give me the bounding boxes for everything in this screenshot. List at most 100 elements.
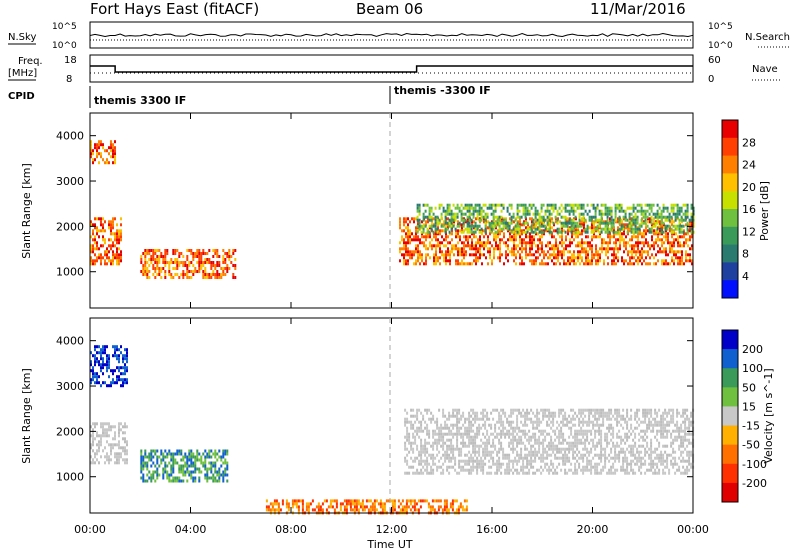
range-cell bbox=[190, 476, 193, 480]
range-cell bbox=[630, 462, 633, 466]
range-cell bbox=[683, 235, 685, 239]
range-cell bbox=[94, 348, 96, 352]
range-cell bbox=[644, 203, 647, 207]
range-cell bbox=[458, 432, 461, 436]
range-cell bbox=[492, 203, 495, 207]
range-cell bbox=[214, 467, 217, 471]
range-cell bbox=[643, 232, 645, 236]
range-cell bbox=[659, 220, 661, 224]
range-cell bbox=[456, 420, 459, 424]
range-cell bbox=[452, 426, 455, 430]
range-cell bbox=[406, 435, 409, 439]
range-cell bbox=[146, 479, 149, 483]
range-cell bbox=[405, 259, 407, 263]
range-cell bbox=[590, 462, 593, 466]
range-cell bbox=[564, 450, 567, 454]
range-cell bbox=[224, 461, 227, 465]
range-cell bbox=[196, 452, 199, 456]
range-cell bbox=[124, 366, 126, 370]
range-cell bbox=[657, 250, 659, 254]
range-cell bbox=[529, 217, 531, 221]
range-cell bbox=[497, 247, 499, 251]
range-cell bbox=[474, 203, 477, 207]
range-cell bbox=[106, 354, 108, 358]
range-cell bbox=[629, 226, 631, 230]
range-cell bbox=[534, 209, 537, 213]
range-cell bbox=[98, 235, 100, 239]
range-cell bbox=[548, 215, 551, 219]
range-cell bbox=[198, 467, 201, 471]
range-cell bbox=[614, 215, 617, 219]
range-cell bbox=[463, 244, 465, 248]
range-cell bbox=[94, 455, 96, 459]
range-cell bbox=[90, 223, 92, 227]
range-cell bbox=[464, 203, 467, 207]
range-cell bbox=[674, 450, 677, 454]
range-cell bbox=[575, 262, 577, 266]
range-cell bbox=[446, 450, 449, 454]
range-cell bbox=[506, 468, 509, 472]
range-cell bbox=[532, 450, 535, 454]
range-cell bbox=[110, 146, 112, 150]
range-cell bbox=[594, 414, 597, 418]
range-cell bbox=[649, 217, 651, 221]
range-cell bbox=[652, 459, 655, 463]
range-cell bbox=[568, 414, 571, 418]
range-cell bbox=[524, 212, 527, 216]
range-cell bbox=[579, 244, 581, 248]
range-cell bbox=[482, 447, 485, 451]
range-cell bbox=[537, 244, 539, 248]
range-cell bbox=[530, 206, 533, 210]
range-cell bbox=[494, 447, 497, 451]
range-cell bbox=[100, 253, 102, 257]
range-cell bbox=[170, 452, 173, 456]
range-cell bbox=[563, 259, 565, 263]
range-cell bbox=[652, 465, 655, 469]
range-cell bbox=[96, 449, 98, 453]
range-cell bbox=[144, 449, 147, 453]
range-cell bbox=[593, 235, 595, 239]
range-cell bbox=[118, 452, 120, 456]
range-cell bbox=[513, 220, 515, 224]
range-cell bbox=[478, 465, 481, 469]
range-cell bbox=[114, 437, 116, 441]
range-cell bbox=[560, 426, 563, 430]
range-cell bbox=[409, 256, 411, 260]
range-cell bbox=[607, 247, 609, 251]
range-cell bbox=[186, 464, 189, 468]
range-cell bbox=[110, 425, 112, 429]
range-cell bbox=[546, 462, 549, 466]
range-cell bbox=[616, 414, 619, 418]
range-cell bbox=[94, 425, 96, 429]
range-cell bbox=[635, 250, 637, 254]
range-cell bbox=[92, 262, 94, 266]
range-cell bbox=[566, 456, 569, 460]
range-cell bbox=[646, 450, 649, 454]
range-cell bbox=[498, 441, 501, 445]
range-cell bbox=[574, 438, 577, 442]
range-cell bbox=[631, 244, 633, 248]
range-cell bbox=[598, 408, 601, 412]
range-cell bbox=[549, 253, 551, 257]
range-cell bbox=[140, 455, 143, 459]
range-cell bbox=[422, 447, 425, 451]
range-cell bbox=[449, 253, 451, 257]
range-cell bbox=[515, 247, 517, 251]
range-cell bbox=[198, 255, 201, 258]
range-cell bbox=[102, 425, 104, 429]
range-cell bbox=[104, 455, 106, 459]
range-cell bbox=[550, 441, 553, 445]
range-cell bbox=[537, 232, 539, 236]
range-cell bbox=[687, 244, 689, 248]
range-cell bbox=[448, 414, 451, 418]
range-cell bbox=[474, 435, 477, 439]
range-cell bbox=[513, 253, 515, 257]
range-cell bbox=[429, 241, 431, 245]
range-cell bbox=[94, 262, 96, 266]
range-cell bbox=[484, 203, 487, 207]
range-cell bbox=[154, 267, 157, 270]
range-cell bbox=[587, 256, 589, 260]
range-cell bbox=[110, 220, 112, 224]
range-cell bbox=[613, 262, 615, 266]
range-cell bbox=[100, 434, 102, 438]
